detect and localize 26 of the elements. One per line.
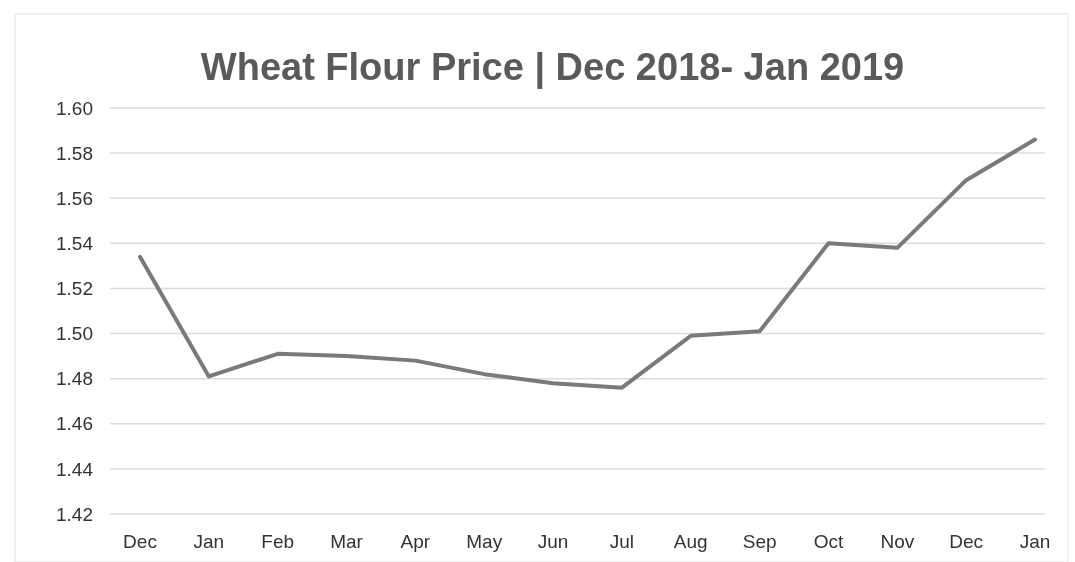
x-tick-label: Jun: [537, 531, 569, 552]
x-tick-label: Jan: [193, 531, 225, 552]
line-series: [138, 137, 1037, 390]
x-tick-label: Sep: [742, 531, 777, 552]
x-tick-label: Jul: [609, 531, 635, 552]
y-tick-label: 1.52: [56, 278, 93, 300]
chart-title: Wheat Flour Price | Dec 2018- Jan 2019: [200, 46, 905, 89]
x-tick-label: May: [466, 531, 503, 552]
y-tick-label: 1.54: [56, 232, 94, 254]
x-tick-label: Oct: [813, 531, 844, 552]
x-tick-label: Feb: [261, 531, 295, 552]
x-tick-label: Dec: [123, 531, 157, 552]
y-tick-label: 1.60: [56, 97, 93, 119]
y-tick-label: 1.46: [56, 413, 93, 435]
y-tick-label: 1.56: [56, 187, 93, 209]
x-tick-label: Jan: [1019, 531, 1051, 552]
x-tick-label: Mar: [330, 531, 364, 552]
y-tick-label: 1.44: [56, 458, 94, 480]
x-tick-label: Nov: [880, 531, 915, 552]
y-tick-label: 1.58: [56, 142, 93, 164]
y-tick-label: 1.42: [56, 503, 93, 525]
x-tick-label: Dec: [949, 531, 984, 552]
y-tick-label: 1.50: [56, 323, 93, 345]
x-tick-label: Apr: [400, 531, 431, 552]
y-tick-label: 1.48: [56, 368, 93, 390]
x-tick-label: Aug: [673, 531, 708, 552]
